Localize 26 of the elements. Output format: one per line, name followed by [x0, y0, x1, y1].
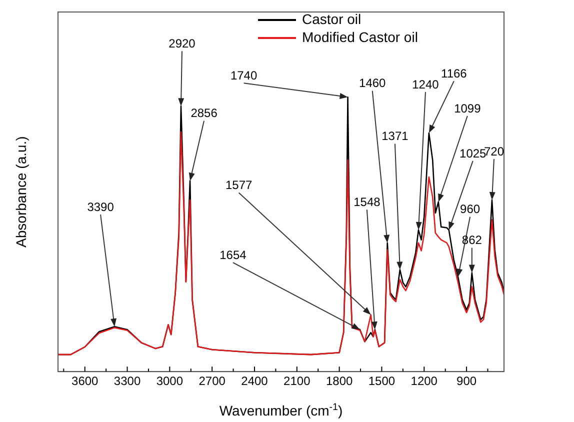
x-tick-label: 3600: [72, 374, 99, 388]
x-tick-label: 2100: [284, 374, 311, 388]
annotation: 1654: [220, 248, 247, 262]
annotation: 2856: [190, 106, 218, 120]
y-axis-title: Absorbance (a.u.): [13, 136, 29, 248]
legend-label: Modified Castor oil: [302, 28, 418, 45]
annotation: 1099: [454, 101, 482, 116]
annotation: 1548: [354, 194, 381, 209]
x-tick-label: 1500: [368, 374, 396, 388]
annotation: 1577: [225, 178, 253, 192]
legend-label: Castor oil: [302, 10, 362, 27]
annotation: 1740: [230, 68, 258, 82]
x-tick-label: 3300: [114, 374, 141, 388]
annotation: 1371: [382, 129, 409, 144]
x-tick-label: 2400: [241, 374, 268, 388]
annotation: 1240: [412, 77, 440, 92]
x-tick-label: 1200: [410, 374, 438, 388]
x-tick-label: 1800: [326, 374, 353, 388]
x-tick-label: 2700: [198, 374, 226, 388]
annotation: 3390: [87, 200, 114, 214]
annotation: 960: [460, 202, 480, 216]
annotation: 2920: [168, 36, 196, 50]
x-tick-label: 900: [456, 374, 477, 388]
annotation: 1166: [441, 66, 468, 80]
annotation: 1460: [359, 76, 386, 90]
x-tick-label: 3000: [156, 374, 184, 388]
